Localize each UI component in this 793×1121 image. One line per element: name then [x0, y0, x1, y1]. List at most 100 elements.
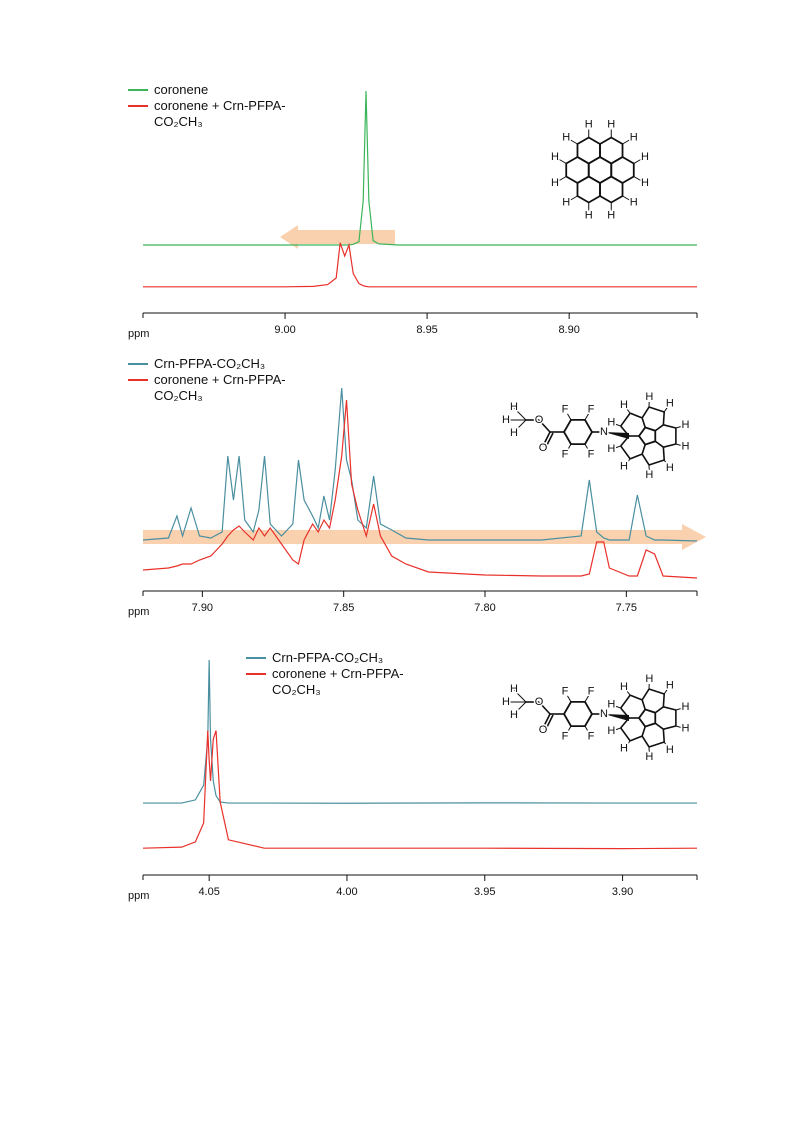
bond: [545, 714, 554, 730]
atom-label: H: [510, 401, 518, 413]
x-tick-label: 7.90: [192, 602, 213, 614]
atom-label: F: [588, 403, 595, 415]
bond: [626, 408, 631, 414]
atom-label: F: [562, 403, 569, 415]
bond: [648, 459, 665, 466]
atom-label: H: [666, 744, 674, 756]
bond: [629, 735, 643, 742]
atom-label: F: [588, 448, 595, 460]
atom-label: H: [510, 427, 518, 439]
spectrum-line: [142, 399, 698, 579]
x-axis-label: ppm: [128, 890, 149, 902]
atom-label: H: [645, 391, 653, 403]
spectrum-line: [142, 387, 698, 542]
bond: [648, 406, 665, 413]
bond: [584, 695, 589, 703]
bond: [538, 701, 551, 715]
x-tick-label: 7.80: [474, 602, 495, 614]
atom-label: O: [535, 696, 544, 708]
atom-label: H: [551, 151, 559, 163]
legend-label: coronene + Crn-PFPA-CO₂CH₃: [154, 98, 286, 129]
atom-label: H: [562, 196, 570, 208]
atom-label: H: [641, 151, 649, 163]
bond: [620, 445, 631, 460]
ring: [562, 418, 594, 446]
bond: [663, 741, 668, 747]
legend-swatch: [128, 379, 148, 381]
bond: [641, 699, 646, 710]
atom-label: H: [502, 414, 510, 426]
bond: [570, 139, 578, 145]
atom-label: H: [620, 681, 628, 693]
bond: [662, 447, 666, 461]
bond: [620, 727, 631, 742]
bond: [626, 690, 631, 696]
bond: [641, 417, 646, 428]
spectrum-line: [142, 730, 698, 850]
bond: [641, 406, 650, 419]
atom-label: H: [641, 177, 649, 189]
bond: [513, 407, 527, 421]
atom-label: N: [600, 426, 608, 438]
atom-label: H: [645, 751, 653, 763]
atom-label: F: [588, 730, 595, 742]
bond: [675, 725, 681, 728]
legend-swatch: [128, 363, 148, 365]
bond: [629, 453, 643, 460]
legend-entry: coronene + Crn-PFPA-CO₂CH₃: [246, 666, 446, 698]
atom-label: H: [630, 196, 638, 208]
atom-label: O: [535, 414, 544, 426]
bond: [663, 443, 677, 448]
bond: [567, 695, 572, 703]
bond: [663, 407, 668, 413]
bond: [615, 727, 621, 731]
legend-entry: coronene + Crn-PFPA-CO₂CH₃: [128, 372, 328, 404]
bond: [622, 195, 630, 201]
atom-label: H: [620, 743, 628, 755]
atom-label: H: [645, 469, 653, 481]
legend-label: Crn-PFPA-CO₂CH₃: [272, 650, 384, 665]
bond: [663, 689, 668, 695]
legend-entry: coronene + Crn-PFPA-CO₂CH₃: [128, 98, 328, 130]
legend-entry: coronene: [128, 82, 328, 98]
atom-label: H: [666, 398, 674, 410]
ring: [562, 700, 594, 728]
bond: [648, 688, 665, 695]
atom-label: F: [588, 685, 595, 697]
bond: [633, 159, 641, 164]
atom-label: H: [630, 131, 638, 143]
bond: [654, 440, 664, 448]
bond: [626, 458, 631, 464]
atom-label: H: [510, 709, 518, 721]
spectrum-line: [143, 660, 697, 804]
atom-label: F: [562, 685, 569, 697]
atom-label: H: [585, 118, 593, 130]
atom-label: H: [607, 443, 615, 455]
spectrum-line: [143, 90, 697, 246]
bond: [542, 713, 551, 729]
bond: [559, 159, 567, 164]
atom-label: H: [645, 673, 653, 685]
x-tick-label: 7.85: [333, 602, 354, 614]
legend-swatch: [128, 89, 148, 91]
legend: Crn-PFPA-CO₂CH₃ coronene + Crn-PFPA-CO₂CH…: [128, 356, 328, 404]
atom-label: H: [620, 399, 628, 411]
legend-entry: Crn-PFPA-CO₂CH₃: [128, 356, 328, 372]
legend: coronene coronene + Crn-PFPA-CO₂CH₃: [128, 82, 328, 130]
atom-label: H: [682, 723, 690, 735]
bond: [567, 413, 572, 421]
legend-swatch: [246, 673, 266, 675]
atom-label: H: [682, 701, 690, 713]
atom-label: H: [607, 118, 615, 130]
bond: [615, 423, 621, 427]
shift-arrow: [280, 225, 395, 249]
ring: [599, 136, 624, 165]
atom-label: H: [562, 131, 570, 143]
x-tick-label: 7.75: [616, 602, 637, 614]
bond: [654, 706, 664, 714]
bond: [654, 722, 664, 730]
atom-label: H: [607, 417, 615, 429]
bond: [675, 443, 681, 446]
x-tick-label: 8.90: [558, 324, 579, 336]
